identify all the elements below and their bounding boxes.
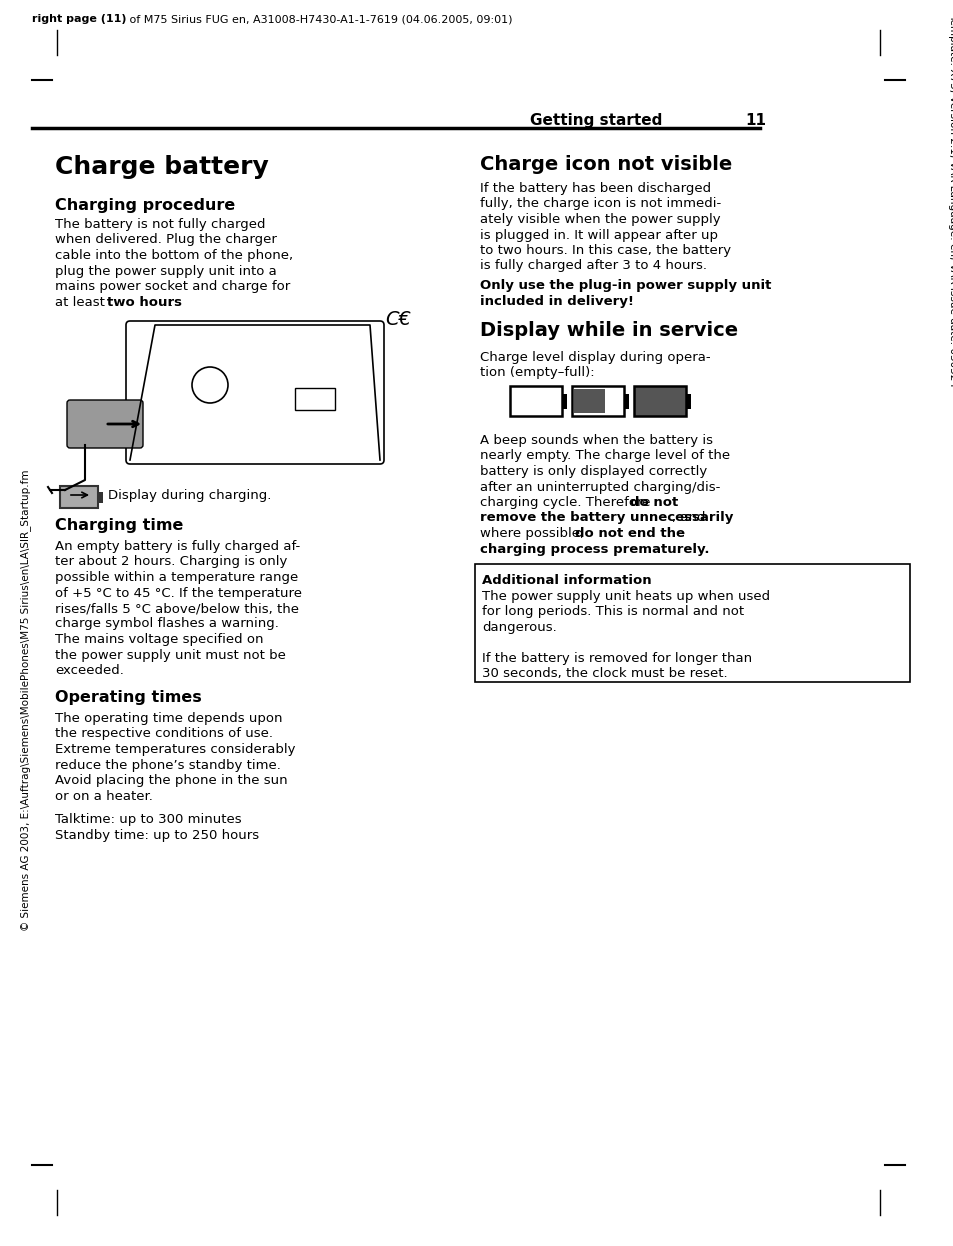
Text: remove the battery unnecessarily: remove the battery unnecessarily [479,512,733,525]
Text: cable into the bottom of the phone,: cable into the bottom of the phone, [55,249,293,262]
Text: Template: X75, Version 2.1; VAR Language: en; VAR issue date: 050524: Template: X75, Version 2.1; VAR Language… [947,14,953,386]
Text: Extreme temperatures considerably: Extreme temperatures considerably [55,743,295,756]
Text: ately visible when the power supply: ately visible when the power supply [479,213,720,226]
Text: 30 seconds, the clock must be reset.: 30 seconds, the clock must be reset. [481,668,727,680]
Text: Charge battery: Charge battery [55,155,269,179]
Text: after an uninterrupted charging/dis-: after an uninterrupted charging/dis- [479,481,720,493]
Text: Standby time: up to 250 hours: Standby time: up to 250 hours [55,829,259,841]
Text: is fully charged after 3 to 4 hours.: is fully charged after 3 to 4 hours. [479,259,706,273]
Bar [60,486,98,508]
Text: Charging procedure: Charging procedure [55,198,235,213]
FancyBboxPatch shape [126,321,384,464]
Bar [623,394,628,409]
Text: If the battery has been discharged: If the battery has been discharged [479,182,710,196]
Text: , and: , and [671,512,705,525]
Text: The mains voltage specified on: The mains voltage specified on [55,633,263,645]
Text: tion (empty–full):: tion (empty–full): [479,366,594,379]
Text: dangerous.: dangerous. [481,621,557,634]
Bar [572,386,623,416]
Text: do not end the: do not end the [575,527,684,540]
Bar [634,386,685,416]
Text: is plugged in. It will appear after up: is plugged in. It will appear after up [479,228,718,242]
Text: Charge level display during opera-: Charge level display during opera- [479,350,710,364]
Text: The power supply unit heats up when used: The power supply unit heats up when used [481,591,769,603]
Text: mains power socket and charge for: mains power socket and charge for [55,280,290,293]
Text: of +5 °C to 45 °C. If the temperature: of +5 °C to 45 °C. If the temperature [55,587,302,599]
Text: Display during charging.: Display during charging. [108,488,271,502]
Text: when delivered. Plug the charger: when delivered. Plug the charger [55,233,276,247]
Text: Display while in service: Display while in service [479,320,738,339]
Text: the power supply unit must not be: the power supply unit must not be [55,648,286,662]
Text: The battery is not fully charged: The battery is not fully charged [55,218,265,231]
Text: the respective conditions of use.: the respective conditions of use. [55,728,273,740]
Text: of M75 Sirius FUG en, A31008-H7430-A1-1-7619 (04.06.2005, 09:01): of M75 Sirius FUG en, A31008-H7430-A1-1-… [126,14,512,24]
Bar [685,394,690,409]
Text: possible within a temperature range: possible within a temperature range [55,571,298,584]
Text: two hours: two hours [107,295,182,309]
Text: If the battery is removed for longer than: If the battery is removed for longer tha… [481,652,751,665]
Text: do not: do not [629,496,678,510]
Text: included in delivery!: included in delivery! [479,294,634,308]
Text: Getting started: Getting started [530,113,661,128]
Text: or on a heater.: or on a heater. [55,790,152,802]
Text: Charge icon not visible: Charge icon not visible [479,155,732,174]
Text: where possible,: where possible, [479,527,588,540]
Text: © Siemens AG 2003, E:\Auftrag\Siemens\MobilePhones\M75 Sirius\en\LA\SIR_Startup.: © Siemens AG 2003, E:\Auftrag\Siemens\Mo… [20,470,30,931]
Text: rises/falls 5 °C above/below this, the: rises/falls 5 °C above/below this, the [55,602,298,616]
Text: C€: C€ [385,310,411,329]
Bar [574,389,604,412]
Text: Only use the plug-in power supply unit: Only use the plug-in power supply unit [479,279,771,292]
Text: to two hours. In this case, the battery: to two hours. In this case, the battery [479,244,730,257]
Text: Charging time: Charging time [55,518,183,533]
Text: An empty battery is fully charged af-: An empty battery is fully charged af- [55,540,300,553]
Text: exceeded.: exceeded. [55,664,124,677]
Text: reduce the phone’s standby time.: reduce the phone’s standby time. [55,759,280,771]
Text: Talktime: up to 300 minutes: Talktime: up to 300 minutes [55,812,241,826]
Text: charging cycle. Therefore: charging cycle. Therefore [479,496,654,510]
Text: battery is only displayed correctly: battery is only displayed correctly [479,465,706,478]
Bar [561,394,566,409]
FancyBboxPatch shape [67,400,143,449]
Text: at least: at least [55,295,109,309]
Bar [510,386,561,416]
Text: nearly empty. The charge level of the: nearly empty. The charge level of the [479,450,729,462]
Bar [98,492,103,503]
Bar [294,388,335,410]
Text: Operating times: Operating times [55,690,201,705]
Text: A beep sounds when the battery is: A beep sounds when the battery is [479,434,712,447]
Text: The operating time depends upon: The operating time depends upon [55,711,282,725]
Text: plug the power supply unit into a: plug the power supply unit into a [55,264,276,278]
Text: ter about 2 hours. Charging is only: ter about 2 hours. Charging is only [55,556,287,568]
Bar [475,564,909,682]
Text: Avoid placing the phone in the sun: Avoid placing the phone in the sun [55,774,287,787]
Text: 11: 11 [744,113,765,128]
Text: fully, the charge icon is not immedi-: fully, the charge icon is not immedi- [479,198,720,211]
Text: right page (11): right page (11) [32,14,127,24]
Text: charging process prematurely.: charging process prematurely. [479,542,709,556]
Text: .: . [169,295,172,309]
Text: Additional information: Additional information [481,574,651,587]
Text: for long periods. This is normal and not: for long periods. This is normal and not [481,606,743,618]
Text: charge symbol flashes a warning.: charge symbol flashes a warning. [55,618,278,630]
